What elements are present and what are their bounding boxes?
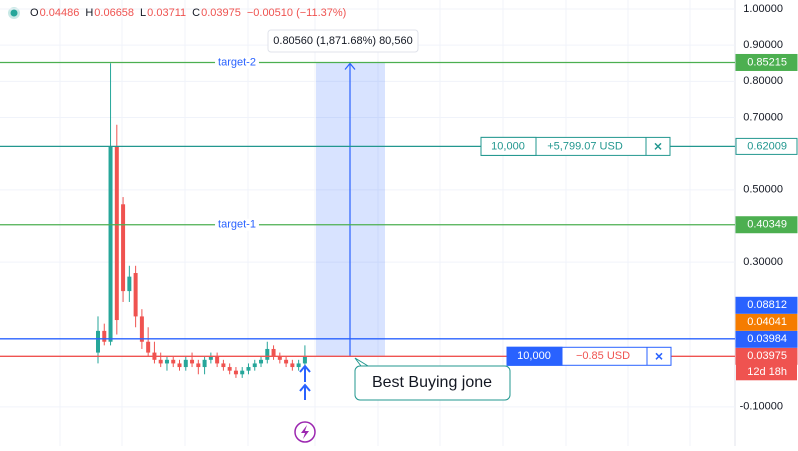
candle-body [196, 363, 201, 368]
candle-body [284, 359, 289, 364]
candle-body [158, 359, 163, 364]
candle-body [277, 356, 282, 360]
candle-body [183, 359, 188, 368]
callout-box [354, 365, 511, 401]
line-label: target-1 [218, 219, 256, 231]
candle-body [227, 367, 232, 371]
price-label: 0.04041 [747, 316, 787, 328]
up-arrows [299, 364, 311, 400]
candle-body [246, 367, 251, 371]
arrow [299, 383, 311, 400]
price-label-bg [735, 53, 798, 71]
y-tick-label: 0.30000 [743, 256, 783, 268]
measure-label-box [267, 29, 419, 53]
candle-body [146, 341, 151, 353]
line-label: target-2 [218, 56, 256, 68]
candle-body [221, 363, 226, 368]
y-tick-label: 0.50000 [743, 184, 783, 196]
price-label: 0.03975 [747, 350, 787, 362]
measure-label: 0.80560 (1,871.68%) 80,560 [273, 35, 412, 47]
price-label: 0.08812 [747, 299, 787, 311]
line-label-bg [215, 56, 259, 69]
position-pnl: −0.85 USD [576, 350, 630, 362]
countdown: 12d 18h [747, 366, 787, 378]
flash-icon [294, 421, 316, 443]
position-qty: 10,000 [517, 350, 551, 362]
candle-body [252, 363, 257, 368]
line-label-bg [215, 218, 259, 231]
candle-body [177, 363, 182, 368]
close-icon[interactable] [654, 142, 662, 150]
price-label-bg [735, 330, 798, 348]
overlays: 0.80560 (1,871.68%) 80,560 target-2 target… [0, 29, 735, 366]
icon-ring [294, 421, 316, 443]
candle-body [108, 146, 113, 342]
candle-body [133, 273, 138, 317]
price-label: 0.03984 [747, 333, 787, 345]
candle-body [139, 316, 144, 342]
status-dot [10, 9, 18, 17]
candle-body [240, 370, 245, 375]
candle-body [259, 359, 264, 364]
candle-body [114, 146, 119, 321]
y-tick-label: 1.00000 [743, 3, 783, 15]
y-tick-label: -0.10000 [740, 401, 783, 413]
candle-body [208, 356, 213, 360]
header-value: 0.03975 [201, 7, 241, 19]
candle-body [215, 356, 220, 364]
header-key: C [192, 7, 200, 19]
y-tick-label: 0.90000 [743, 39, 783, 51]
price-label-bg [735, 313, 798, 331]
candle-body [202, 359, 207, 368]
header-key: O [30, 7, 39, 19]
candle-body [265, 348, 270, 360]
price-label: 0.62009 [747, 140, 787, 152]
price-label-bg [735, 216, 798, 234]
candle-body [190, 359, 195, 364]
measure-arrowhead [344, 62, 356, 70]
callout: Best Buying jone [354, 357, 511, 401]
arrow [299, 364, 311, 382]
candle-body [296, 363, 301, 368]
ohlc-header: O 0.04486 H 0.06658 L 0.03711 C 0.03975 −0.00510… [30, 7, 346, 19]
countdown-bg [736, 364, 797, 381]
close-icon[interactable] [655, 352, 663, 360]
price-label-bg [735, 296, 798, 314]
position-qty-bg [480, 136, 537, 156]
candle-body [164, 359, 169, 364]
candle-body [102, 330, 107, 342]
candle-body [96, 330, 100, 353]
candle-body [271, 348, 276, 357]
position-qty-bg [506, 346, 563, 366]
icon-bolt [301, 425, 309, 439]
position-qty: 10,000 [491, 140, 525, 152]
y-tick-label: 0.70000 [743, 111, 783, 123]
header-value: 0.06658 [94, 7, 134, 19]
header-value: 0.04486 [40, 7, 80, 19]
header-value: 0.03711 [147, 7, 186, 19]
header-key: H [85, 7, 93, 19]
price-label: 0.85215 [747, 56, 787, 68]
candle-body [171, 359, 176, 364]
candle-body [290, 363, 295, 368]
callout-pointer [354, 357, 370, 367]
price-label-bg [735, 137, 798, 155]
header-key: L [140, 7, 146, 19]
header-value: −0.00510 (−11.37%) [247, 7, 346, 19]
candle-body [233, 370, 238, 375]
price-label: 0.40349 [747, 219, 787, 231]
callout-text: Best Buying jone [372, 374, 492, 391]
position-pnl: +5,799.07 USD [547, 140, 623, 152]
marks [96, 63, 307, 378]
candle-body [127, 276, 132, 292]
candle-body [302, 356, 307, 364]
y-tick-label: 0.80000 [743, 75, 783, 87]
candle-body [121, 204, 126, 292]
